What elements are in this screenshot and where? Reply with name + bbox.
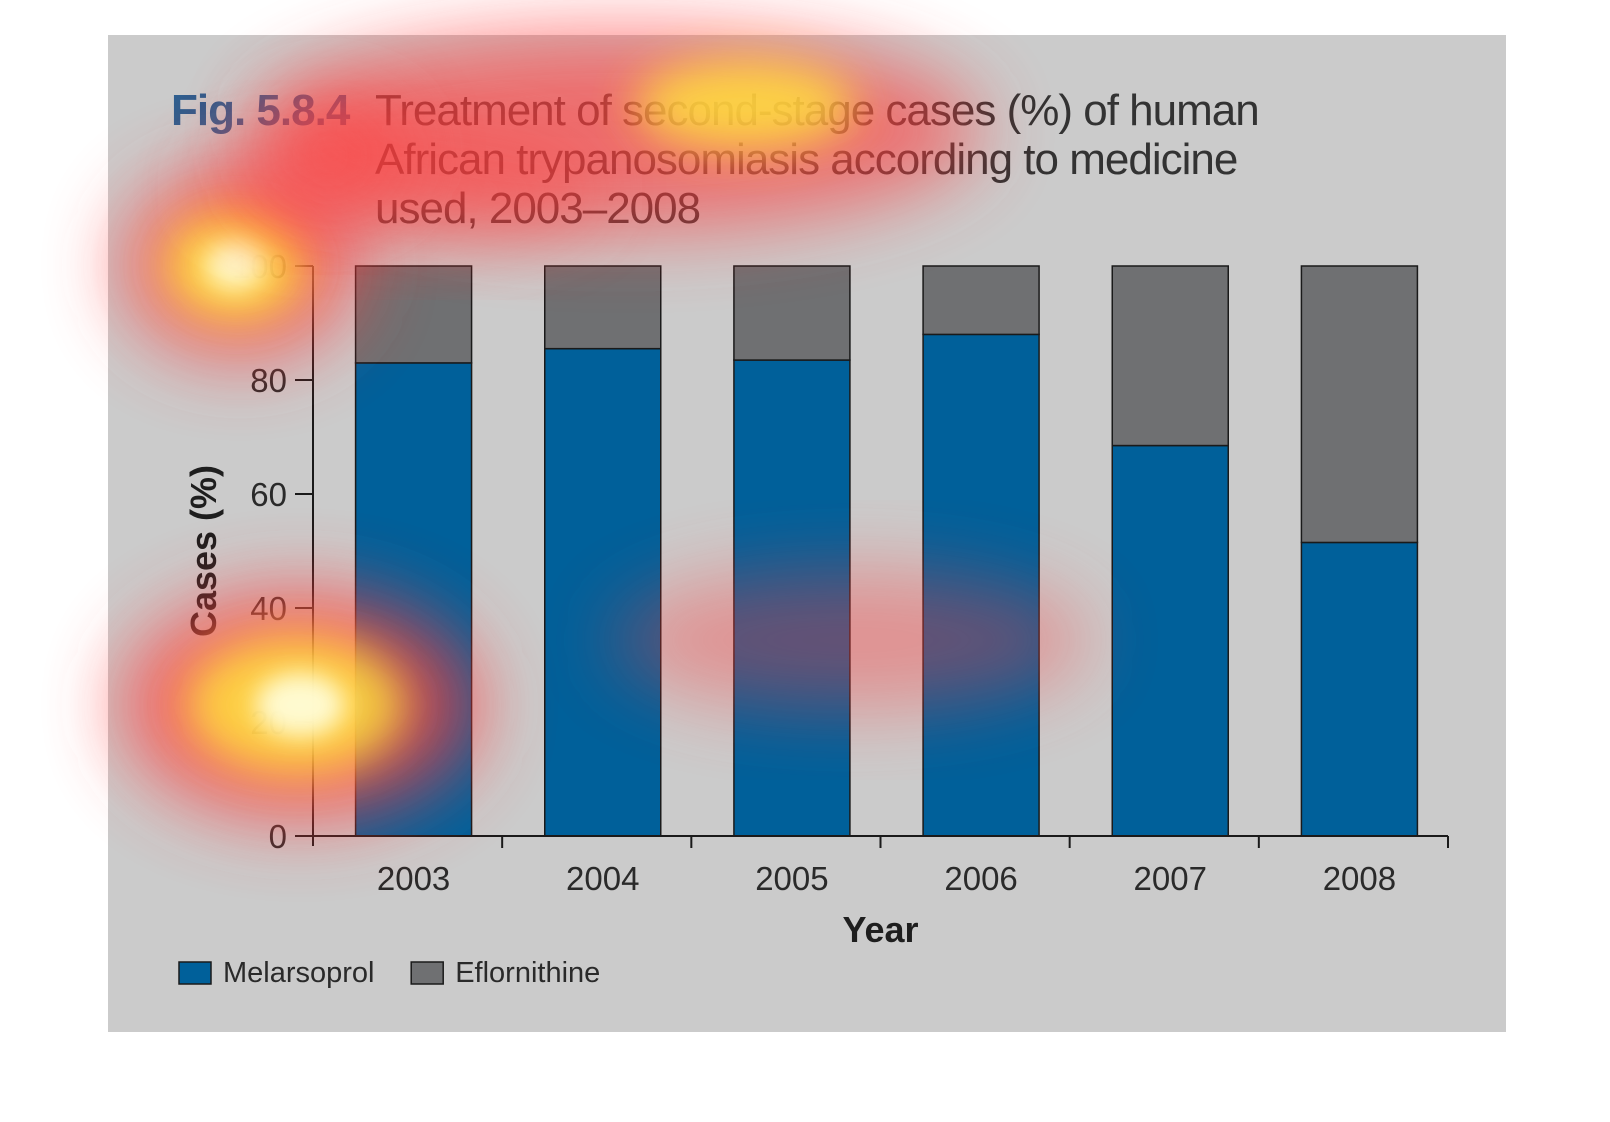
y-tick-label: 60 [250,476,287,513]
x-axis-title: Year [842,909,918,950]
legend: Melarsoprol Eflornithine [178,957,600,989]
y-tick-label: 40 [250,590,287,627]
y-tick-label: 80 [250,362,287,399]
y-tick-label: 0 [269,818,287,855]
x-tick-label: 2008 [1323,860,1396,897]
y-tick-label: 100 [232,248,287,285]
bar-melarsoprol-2008 [1300,541,1419,837]
bars-layer [354,265,1419,837]
bar-melarsoprol-2005 [733,359,851,837]
legend-label-eflornithine: Eflornithine [455,957,600,989]
x-axis-ticks: 2003 2004 2005 2006 2007 2008 [377,836,1449,897]
legend-swatch-eflornithine [410,961,444,985]
x-tick-label: 2003 [377,860,450,897]
x-tick-label: 2004 [566,860,639,897]
bar-eflornithine-2006 [922,265,1040,336]
x-tick-label: 2005 [755,860,828,897]
y-axis-title: Cases (%) [183,465,224,637]
bar-melarsoprol-2006 [922,333,1040,837]
bar-eflornithine-2008 [1300,265,1419,544]
bar-eflornithine-2007 [1111,265,1229,447]
legend-swatch-melarsoprol [178,961,212,985]
bar-eflornithine-2005 [733,265,851,361]
bar-melarsoprol-2007 [1111,444,1229,837]
bar-melarsoprol-2004 [544,347,662,837]
y-axis-ticks: 0 20 40 60 80 100 [232,248,313,855]
x-tick-label: 2007 [1134,860,1207,897]
bar-eflornithine-2003 [354,265,473,364]
legend-label-melarsoprol: Melarsoprol [223,957,375,989]
bar-eflornithine-2004 [544,265,662,350]
y-tick-label: 20 [250,704,287,741]
bar-melarsoprol-2003 [354,362,473,837]
x-tick-label: 2006 [944,860,1017,897]
